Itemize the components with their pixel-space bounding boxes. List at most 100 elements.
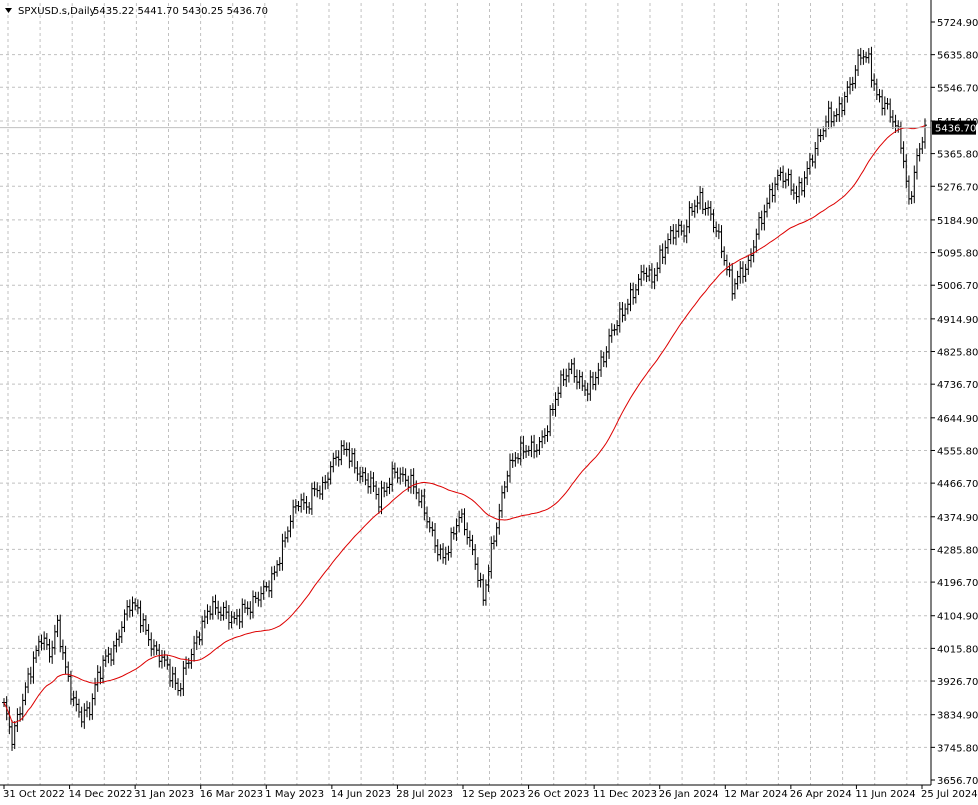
ohlc-bar bbox=[781, 165, 786, 189]
ohlc-bar bbox=[505, 470, 510, 493]
ohlc-bar bbox=[449, 527, 454, 558]
ohlc-bar bbox=[435, 539, 440, 562]
ohlc-bar bbox=[641, 264, 646, 281]
ohlc-bar bbox=[735, 270, 740, 290]
ohlc-bar bbox=[398, 467, 403, 485]
ohlc-bar bbox=[117, 629, 122, 647]
ohlc-bar bbox=[652, 268, 657, 290]
ohlc-bar bbox=[462, 508, 467, 536]
ohlc-bar bbox=[759, 210, 764, 231]
ohlc-bar bbox=[644, 267, 649, 283]
ohlc-bar bbox=[226, 605, 231, 630]
ohlc-bar bbox=[159, 649, 164, 669]
ohlc-bar bbox=[465, 522, 470, 545]
triangle-down-icon[interactable] bbox=[5, 8, 12, 13]
ohlc-bar bbox=[47, 638, 52, 663]
ohlc-bar bbox=[114, 632, 119, 653]
x-tick-label: 11 Dec 2023 bbox=[593, 789, 657, 800]
ohlc-bar bbox=[909, 191, 914, 205]
ohlc-bar bbox=[821, 126, 826, 140]
ohlc-bar bbox=[604, 346, 609, 368]
ohlc-bar bbox=[259, 586, 264, 608]
ohlc-bar bbox=[368, 470, 373, 494]
y-tick-label: 5006.70 bbox=[937, 281, 978, 292]
ohlc-bar bbox=[66, 661, 71, 682]
ohlc-bar bbox=[914, 148, 919, 180]
ohlc-bar bbox=[31, 651, 36, 684]
ohlc-bar bbox=[430, 521, 435, 537]
ohlc-bar bbox=[765, 197, 770, 218]
ohlc-bar bbox=[834, 108, 839, 123]
symbol-timeframe: SPXUSD.s,Daily bbox=[18, 6, 96, 17]
ohlc-bar bbox=[620, 301, 625, 323]
ohlc-bar bbox=[754, 228, 759, 253]
ohlc-bar bbox=[639, 264, 644, 287]
ohlc-bar bbox=[384, 482, 389, 497]
ohlc-bar bbox=[242, 599, 247, 614]
ohlc-bar bbox=[923, 118, 927, 149]
y-tick-label: 3745.80 bbox=[937, 743, 978, 754]
ohlc-bar bbox=[682, 224, 687, 243]
ohlc-bar bbox=[218, 606, 223, 621]
current-price-tag: 5436.70 bbox=[932, 120, 976, 135]
y-tick-label: 5095.80 bbox=[937, 249, 978, 260]
ohlc-bar bbox=[403, 468, 408, 487]
ohlc-bar bbox=[277, 557, 282, 572]
ohlc-bar bbox=[339, 440, 344, 466]
ohlc-bar bbox=[829, 101, 834, 129]
ohlc-bar bbox=[574, 369, 579, 390]
ohlc-bar bbox=[789, 169, 794, 196]
ohlc-bar bbox=[280, 533, 285, 571]
ohlc-bar bbox=[331, 452, 336, 473]
ohlc-bar bbox=[387, 477, 392, 495]
ohlc-bar bbox=[628, 282, 633, 312]
ohlc-bar bbox=[888, 98, 893, 123]
ohlc-bar bbox=[679, 220, 684, 236]
ohlc-bar bbox=[178, 682, 183, 697]
y-tick-label: 4374.90 bbox=[937, 513, 978, 524]
ohlc-bar bbox=[880, 89, 885, 116]
ohlc-bar bbox=[55, 615, 60, 638]
ohlc-bar bbox=[301, 492, 306, 510]
ohlc-bar bbox=[802, 171, 807, 198]
ohlc-bar bbox=[853, 65, 858, 89]
y-tick-label: 3926.70 bbox=[937, 677, 978, 688]
y-tick-label: 4104.90 bbox=[937, 612, 978, 623]
ohlc-bar bbox=[98, 666, 103, 685]
ohlc-bar bbox=[831, 111, 836, 127]
ohlc-bar bbox=[28, 666, 33, 685]
ohlc-bar bbox=[740, 261, 745, 284]
ohlc-bar bbox=[660, 243, 665, 265]
y-tick-label: 4555.80 bbox=[937, 446, 978, 457]
ohlc-bar bbox=[609, 323, 614, 343]
moving-average-line bbox=[3, 125, 926, 724]
ohlc-bar bbox=[352, 448, 357, 474]
ohlc-bar bbox=[146, 624, 151, 646]
ohlc-bar bbox=[917, 143, 922, 162]
ohlc-bar bbox=[275, 560, 280, 577]
ohlc-bar bbox=[256, 591, 261, 607]
ohlc-bar bbox=[26, 667, 31, 694]
ohlc-bar bbox=[692, 199, 697, 218]
ohlc-bar bbox=[347, 442, 352, 469]
ohlc-bar bbox=[813, 141, 818, 169]
ohlc-bar bbox=[23, 682, 28, 706]
ohlc-bar bbox=[475, 557, 480, 588]
ohlc-bar bbox=[408, 468, 413, 494]
ohlc-bar bbox=[738, 261, 743, 284]
ohlc-bar bbox=[556, 386, 561, 406]
ohlc-bar bbox=[371, 472, 376, 493]
ohlc-bar bbox=[234, 609, 239, 626]
ohlc-bar bbox=[794, 185, 799, 204]
x-tick-label: 26 Jan 2024 bbox=[659, 789, 719, 800]
x-tick-label: 14 Dec 2022 bbox=[69, 789, 133, 800]
ohlc-bar bbox=[451, 526, 456, 540]
ohlc-bar bbox=[786, 168, 791, 186]
ohlc-bar bbox=[566, 362, 571, 383]
ohlc-bar bbox=[700, 187, 705, 215]
ohlc-bar bbox=[291, 499, 296, 529]
chart-axes bbox=[0, 0, 932, 786]
ohlc-bar bbox=[106, 646, 111, 664]
